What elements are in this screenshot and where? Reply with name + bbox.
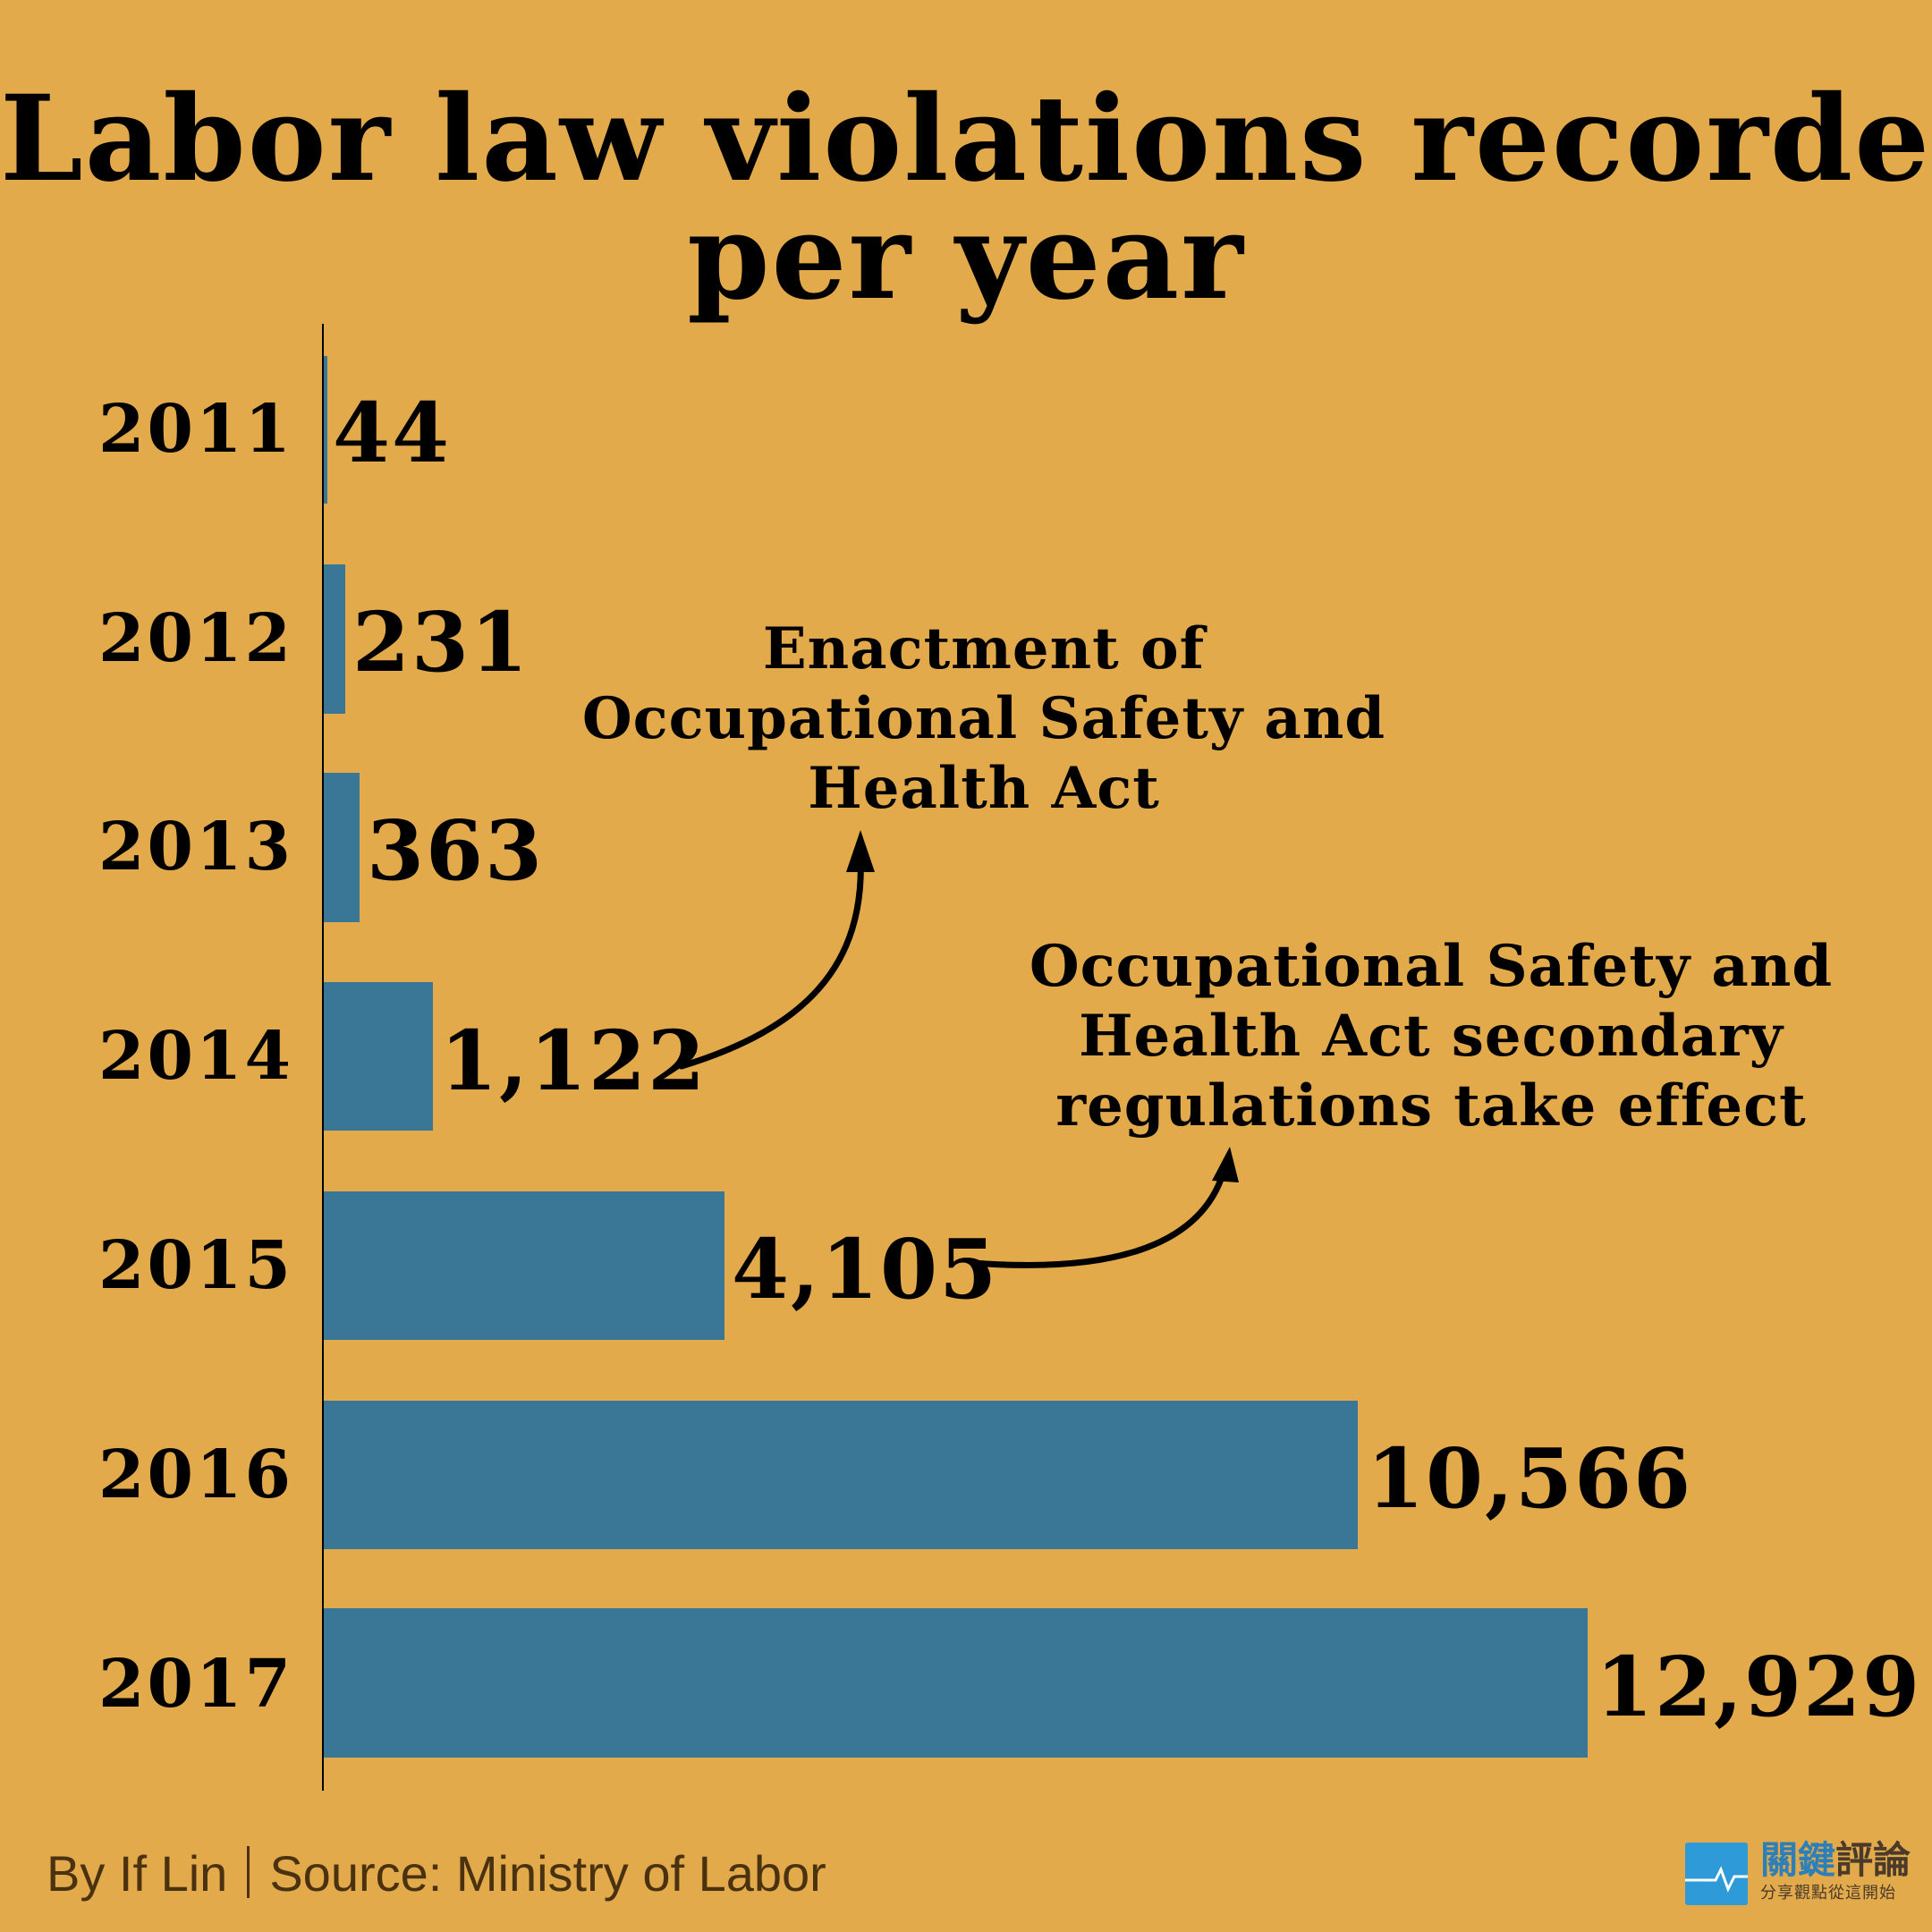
value-label-2014: 1,122 — [440, 1013, 708, 1109]
logo-pulse-icon — [1685, 1843, 1748, 1905]
year-label-2015: 2015 — [98, 1227, 293, 1304]
chart-title-line1: Labor law violations recorded — [0, 70, 1932, 208]
bar-2017 — [324, 1608, 1588, 1758]
arrow-icon-secondary — [970, 1168, 1227, 1268]
value-label-2012: 231 — [352, 594, 530, 691]
bar-2012 — [324, 564, 345, 714]
arrowhead-icon-secondary — [1212, 1147, 1239, 1182]
bar-2016 — [324, 1401, 1358, 1549]
year-label-2014: 2014 — [98, 1018, 293, 1095]
logo-wordmark: 關鍵評論 分享觀點從這開始 — [1760, 1839, 1911, 1905]
bar-2011 — [324, 356, 327, 504]
arrowhead-icon-enactment — [846, 830, 875, 872]
year-label-2012: 2012 — [98, 600, 293, 677]
year-label-2011: 2011 — [98, 391, 293, 468]
year-label-2016: 2016 — [98, 1436, 293, 1513]
y-axis-line — [322, 324, 324, 1791]
value-label-2011: 44 — [333, 385, 452, 481]
chart-title-line2: per year — [687, 188, 1245, 326]
logo-name-part1: 關鍵 — [1760, 1838, 1836, 1882]
source-note: Source: Ministry of Labor — [269, 1845, 826, 1902]
value-label-2016: 10,566 — [1367, 1430, 1693, 1527]
bar-2015 — [324, 1191, 724, 1340]
bar-2014 — [324, 982, 433, 1131]
chart-title: Labor law violations recorded per year — [0, 80, 1932, 317]
value-label-2017: 12,929 — [1596, 1639, 1922, 1735]
value-label-2015: 4,105 — [732, 1221, 999, 1318]
footer-credits: By If Lin Source: Ministry of Labor — [47, 1844, 826, 1902]
arrow-icon-enactment — [678, 851, 864, 1070]
year-label-2017: 2017 — [98, 1646, 293, 1723]
value-label-2013: 363 — [367, 802, 545, 899]
logo-name-part2: 評論 — [1835, 1838, 1911, 1882]
annotation-secondary-regulations: Occupational Safety and Health Act secon… — [1029, 933, 1834, 1140]
annotation-enactment: Enactment of Occupational Safety and Hea… — [581, 615, 1386, 822]
byline: By If Lin — [47, 1845, 228, 1902]
year-label-2013: 2013 — [98, 809, 293, 886]
footer-separator — [247, 1846, 250, 1898]
bar-2013 — [324, 773, 360, 922]
logo-tagline: 分享觀點從這開始 — [1760, 1884, 1896, 1902]
